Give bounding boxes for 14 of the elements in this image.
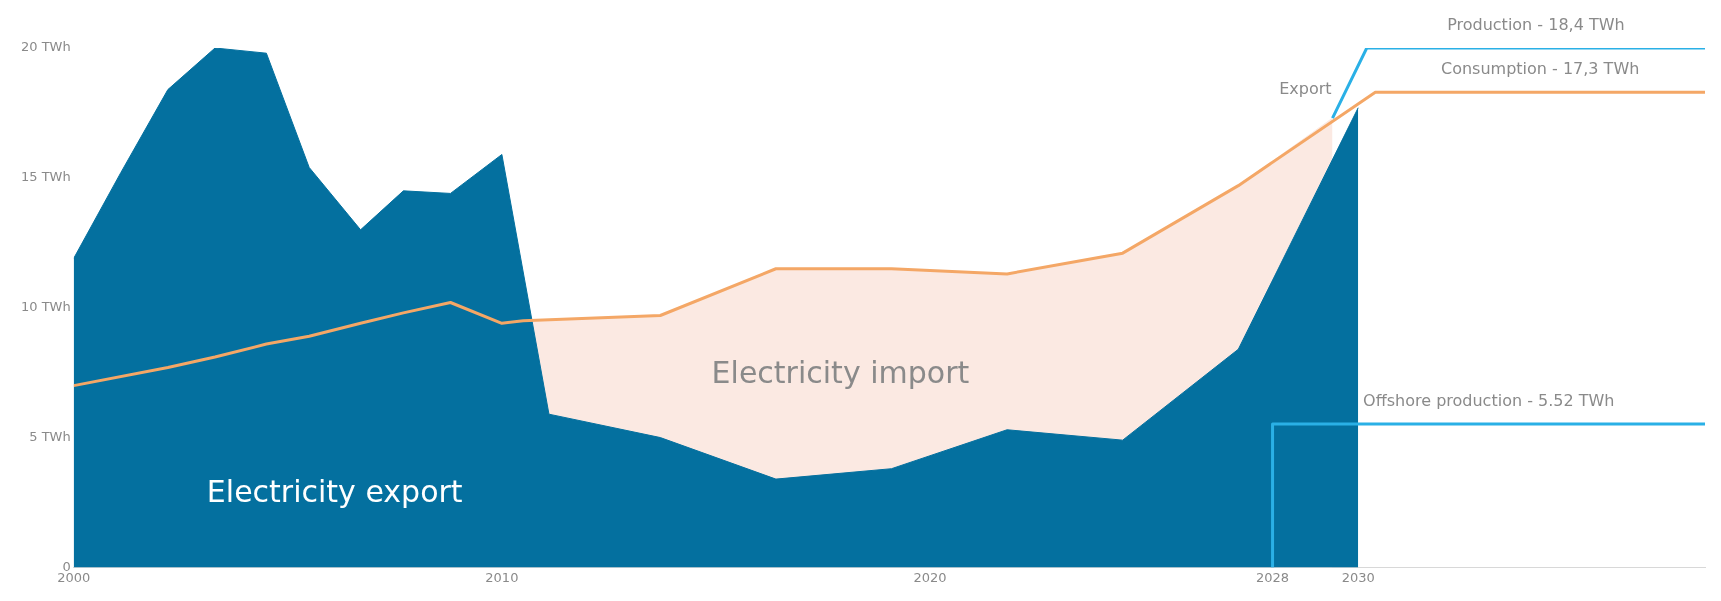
x-tick-label: 2030 — [1341, 569, 1375, 585]
x-tick-label: 2020 — [913, 569, 947, 585]
annotation: Electricity import — [711, 355, 970, 391]
annotation: Export — [1279, 78, 1332, 98]
annotation: Electricity export — [206, 474, 463, 510]
y-tick-label: 15 TWh — [20, 169, 71, 185]
x-tick-label: 2010 — [485, 569, 519, 585]
series-label: Consumption - 17,3 TWh — [1440, 59, 1640, 79]
y-tick-label: 10 TWh — [20, 299, 71, 315]
series-label: Offshore production - 5.52 TWh — [1363, 391, 1615, 411]
y-tick-label: 20 TWh — [20, 39, 71, 55]
y-tick-label: 5 TWh — [29, 428, 71, 444]
series-label: Production - 18,4 TWh — [1447, 15, 1625, 35]
x-tick-label: 2028 — [1256, 569, 1290, 585]
